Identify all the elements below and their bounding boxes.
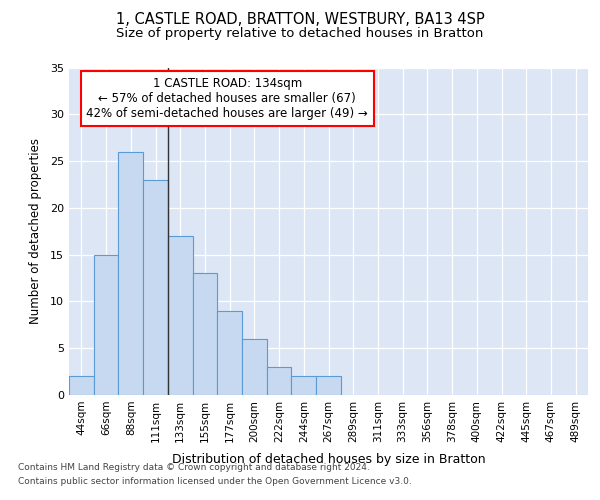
Bar (143, 180, 168, 395)
X-axis label: Distribution of detached houses by size in Bratton: Distribution of detached houses by size … (172, 453, 485, 466)
Text: 1 CASTLE ROAD: 134sqm
← 57% of detached houses are smaller (67)
42% of semi-deta: 1 CASTLE ROAD: 134sqm ← 57% of detached … (86, 78, 368, 120)
Bar (292, 376, 316, 395)
Bar (217, 311, 242, 395)
Bar (242, 339, 267, 395)
Text: Contains HM Land Registry data © Crown copyright and database right 2024.: Contains HM Land Registry data © Crown c… (18, 462, 370, 471)
Text: 1, CASTLE ROAD, BRATTON, WESTBURY, BA13 4SP: 1, CASTLE ROAD, BRATTON, WESTBURY, BA13 … (116, 12, 484, 28)
Bar (69, 376, 94, 395)
Bar (316, 376, 341, 395)
Bar (193, 274, 217, 395)
Text: Size of property relative to detached houses in Bratton: Size of property relative to detached ho… (116, 28, 484, 40)
Bar (168, 236, 193, 395)
Y-axis label: Number of detached properties: Number of detached properties (29, 138, 41, 324)
Bar (118, 152, 143, 395)
Text: Contains public sector information licensed under the Open Government Licence v3: Contains public sector information licen… (18, 478, 412, 486)
Bar (94, 254, 118, 395)
Bar (267, 367, 292, 395)
